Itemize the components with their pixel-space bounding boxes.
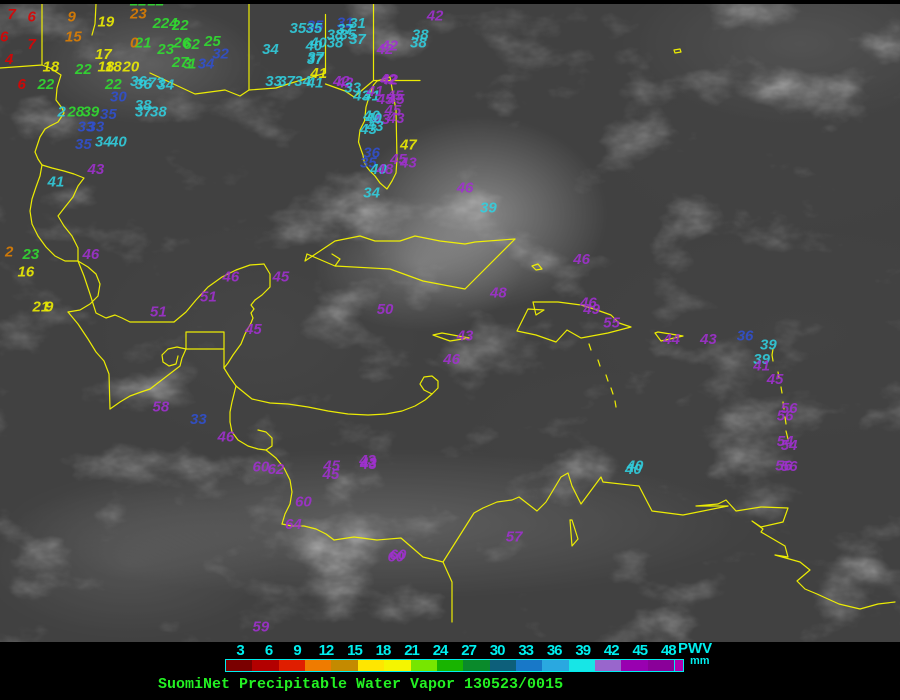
svg-text:15: 15: [65, 29, 82, 46]
svg-text:43: 43: [387, 110, 405, 127]
svg-text:38: 38: [412, 26, 429, 43]
svg-text:41: 41: [309, 65, 327, 82]
svg-text:40: 40: [109, 134, 127, 151]
svg-text:1: 1: [188, 55, 196, 72]
svg-text:60: 60: [295, 494, 312, 511]
svg-text:48: 48: [376, 161, 394, 178]
svg-text:33: 33: [190, 411, 207, 428]
svg-text:43: 43: [699, 331, 717, 348]
svg-text:46: 46: [456, 180, 474, 197]
svg-text:22: 22: [147, 4, 165, 10]
svg-text:35: 35: [75, 136, 92, 153]
svg-text:60: 60: [390, 547, 407, 564]
svg-text:9: 9: [45, 299, 54, 316]
svg-text:39: 39: [480, 200, 497, 217]
svg-text:35: 35: [306, 20, 323, 37]
svg-text:49: 49: [582, 301, 600, 318]
svg-text:54: 54: [781, 437, 798, 454]
svg-text:43: 43: [366, 118, 384, 135]
svg-text:46: 46: [442, 351, 460, 368]
svg-text:51: 51: [150, 304, 167, 321]
svg-text:36: 36: [130, 73, 147, 90]
svg-text:22: 22: [37, 76, 55, 93]
svg-text:2: 2: [57, 104, 67, 121]
svg-text:32: 32: [212, 46, 229, 63]
svg-text:43: 43: [358, 452, 376, 469]
svg-text:6: 6: [18, 76, 27, 93]
svg-text:31: 31: [349, 15, 366, 32]
svg-text:46: 46: [82, 246, 100, 263]
svg-text:34: 34: [294, 73, 311, 90]
svg-text:45: 45: [322, 466, 340, 483]
svg-text:36: 36: [737, 328, 754, 345]
svg-text:62: 62: [268, 461, 285, 478]
svg-text:45: 45: [766, 371, 784, 388]
svg-text:38: 38: [135, 97, 152, 114]
svg-text:2: 2: [4, 244, 14, 261]
svg-text:41: 41: [366, 83, 384, 100]
svg-text:43: 43: [87, 161, 105, 178]
svg-text:59: 59: [253, 619, 270, 636]
svg-text:42: 42: [426, 8, 444, 25]
svg-text:45: 45: [272, 269, 290, 286]
svg-text:56: 56: [781, 458, 798, 475]
svg-text:37: 37: [349, 31, 366, 48]
svg-text:34: 34: [363, 184, 380, 201]
svg-text:30: 30: [110, 89, 127, 106]
svg-text:45: 45: [244, 321, 262, 338]
svg-text:7: 7: [8, 6, 17, 23]
svg-text:46: 46: [217, 429, 235, 446]
svg-text:43: 43: [456, 328, 474, 345]
svg-text:41: 41: [47, 174, 65, 191]
svg-text:6: 6: [0, 29, 9, 46]
svg-text:37: 37: [278, 73, 295, 90]
svg-text:23: 23: [129, 6, 147, 23]
svg-text:46: 46: [222, 269, 240, 286]
svg-text:64: 64: [285, 516, 302, 533]
svg-text:18: 18: [105, 59, 122, 76]
svg-text:38: 38: [150, 104, 167, 121]
svg-text:50: 50: [377, 301, 394, 318]
svg-text:22: 22: [74, 61, 92, 78]
svg-text:43: 43: [399, 154, 417, 171]
svg-text:22: 22: [171, 17, 189, 34]
svg-text:6: 6: [28, 9, 37, 26]
svg-text:37: 37: [307, 49, 324, 66]
svg-text:9: 9: [68, 9, 77, 26]
svg-text:40: 40: [624, 461, 642, 478]
svg-text:48: 48: [489, 284, 507, 301]
svg-text:46: 46: [572, 251, 590, 268]
svg-text:44: 44: [662, 331, 680, 348]
svg-text:0: 0: [130, 35, 139, 52]
svg-text:56: 56: [781, 400, 798, 417]
svg-text:42: 42: [380, 38, 398, 55]
svg-text:7: 7: [28, 36, 37, 53]
svg-text:62: 62: [183, 36, 200, 53]
svg-text:4: 4: [4, 51, 14, 68]
svg-text:23: 23: [22, 246, 40, 263]
svg-text:51: 51: [200, 289, 217, 306]
svg-text:19: 19: [98, 14, 115, 31]
svg-text:58: 58: [153, 399, 170, 416]
svg-text:16: 16: [18, 264, 35, 281]
svg-text:34: 34: [262, 41, 279, 58]
svg-text:55: 55: [603, 314, 620, 331]
svg-text:35: 35: [290, 20, 307, 37]
svg-text:18: 18: [43, 59, 60, 76]
svg-text:33: 33: [344, 80, 361, 97]
svg-text:57: 57: [506, 528, 523, 545]
svg-text:34: 34: [157, 76, 174, 93]
